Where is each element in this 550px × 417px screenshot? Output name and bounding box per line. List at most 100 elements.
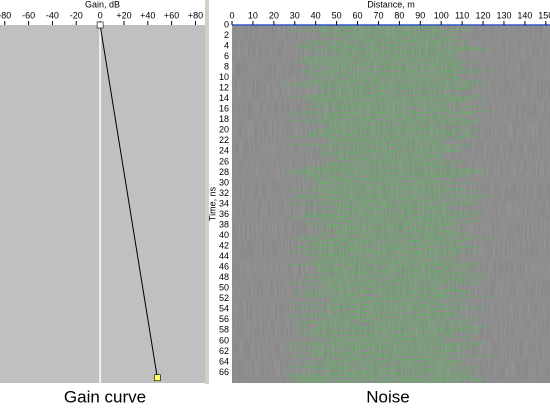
noise-trace <box>323 162 445 167</box>
x-tick-label: 110 <box>455 10 469 20</box>
axis-header <box>0 0 205 25</box>
y-tick-label: 64 <box>219 356 229 366</box>
noise-trace <box>299 48 492 53</box>
noise-trace <box>325 160 467 165</box>
x-tick-label: 150 <box>538 10 550 20</box>
y-tick-label: 62 <box>219 346 229 356</box>
noise-trace <box>317 103 444 108</box>
noise-trace <box>304 213 477 218</box>
noise-trace <box>332 184 450 189</box>
noise-trace <box>324 308 469 312</box>
noise-trace <box>307 277 485 281</box>
noise-traces <box>280 25 494 383</box>
noise-trace <box>291 143 472 147</box>
x-tick-label: 130 <box>496 10 511 20</box>
noise-trace <box>307 261 482 266</box>
y-tick-label: 12 <box>219 83 229 93</box>
noise-trace <box>308 92 459 97</box>
noise-trace <box>321 316 436 321</box>
noise-trace <box>305 219 484 224</box>
noise-trace <box>317 116 471 121</box>
noise-trace <box>284 314 477 319</box>
noise-trace <box>288 376 485 380</box>
noise-trace <box>302 61 465 66</box>
noise-trace <box>286 365 476 369</box>
noise-trace <box>333 50 460 55</box>
noise-trace <box>280 83 479 88</box>
noise-trace <box>321 255 439 259</box>
panel-caption: Noise <box>366 387 409 406</box>
noise-trace <box>296 59 477 64</box>
y-tick-label: 36 <box>219 209 229 219</box>
noise-trace <box>334 228 456 233</box>
noise-trace <box>299 46 484 50</box>
x-tick-label: 30 <box>290 10 300 20</box>
gain-node[interactable] <box>96 21 104 29</box>
noise-trace <box>290 215 471 220</box>
caption-bar <box>0 384 550 417</box>
noise-trace <box>332 107 450 112</box>
noise-trace <box>303 252 460 257</box>
noise-trace <box>308 257 457 262</box>
noise-trace <box>327 222 457 226</box>
axis-header <box>209 0 550 25</box>
y-tick-label: 4 <box>224 40 229 50</box>
noise-trace <box>330 297 464 301</box>
noise-trace <box>305 105 483 110</box>
noise-trace <box>309 173 472 178</box>
noise-trace <box>315 327 478 332</box>
y-tick-label: 14 <box>219 93 229 103</box>
noise-trace <box>291 305 487 310</box>
noise-trace <box>318 149 460 154</box>
noise-trace <box>330 65 466 70</box>
y-tick-label: 0 <box>224 19 229 29</box>
noise-trace <box>319 154 443 158</box>
noise-trace <box>312 200 476 204</box>
noise-trace <box>297 325 487 330</box>
noise-trace <box>295 246 485 251</box>
x-tick-label: 10 <box>248 10 258 20</box>
y-tick-label: 32 <box>219 188 229 198</box>
noise-trace <box>336 233 460 237</box>
x-tick-label: 0 <box>229 10 234 20</box>
noise-trace <box>320 206 450 211</box>
noise-trace <box>298 193 494 198</box>
noise-trace <box>305 63 462 68</box>
noise-trace <box>319 88 470 92</box>
y-tick-label: 16 <box>219 104 229 114</box>
noise-trace <box>287 281 486 286</box>
noise-trace <box>317 85 474 90</box>
y-tick-label: 20 <box>219 125 229 135</box>
noise-trace <box>302 272 489 277</box>
noise-trace <box>332 158 444 163</box>
noise-trace <box>314 182 456 187</box>
noise-trace <box>308 129 474 134</box>
y-tick-label: 40 <box>219 230 229 240</box>
noise-trace <box>304 54 452 59</box>
noise-trace <box>289 250 479 255</box>
gain-node[interactable] <box>154 374 161 382</box>
noise-trace <box>291 341 487 345</box>
x-tick-label: 90 <box>415 10 425 20</box>
y-tick-label: 60 <box>219 335 229 345</box>
y-tick-label: 48 <box>219 272 229 282</box>
noise-trace <box>307 131 453 136</box>
plot-grain <box>232 25 550 383</box>
noise-trace <box>318 35 463 39</box>
noise-trace <box>323 151 447 156</box>
noise-trace <box>314 101 465 105</box>
noise-trace <box>334 204 450 209</box>
noise-trace <box>322 360 464 365</box>
noise-trace <box>289 202 479 206</box>
noise-trace <box>335 209 457 213</box>
noise-trace <box>290 171 489 176</box>
panel-caption: Gain curve <box>64 387 146 406</box>
x-tick-label: -20 <box>70 10 83 20</box>
noise-trace <box>328 123 470 127</box>
noise-trace <box>304 332 455 336</box>
noise-trace <box>284 263 475 268</box>
y-tick-label: 50 <box>219 283 229 293</box>
x-tick-label: 20 <box>269 10 279 20</box>
noise-trace <box>301 312 461 316</box>
